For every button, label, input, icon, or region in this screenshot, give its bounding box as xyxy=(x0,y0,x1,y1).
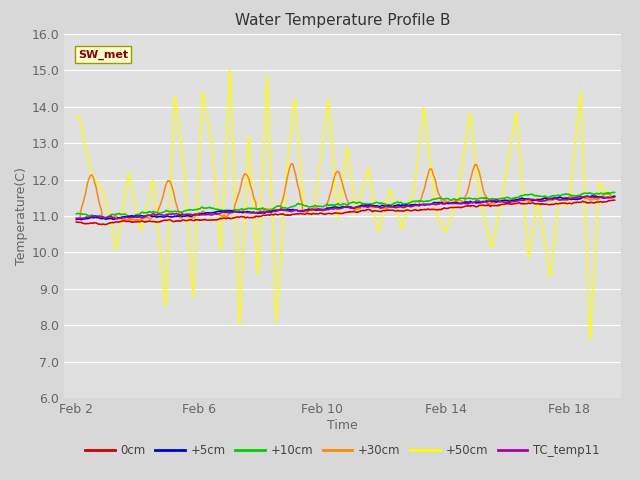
X-axis label: Time: Time xyxy=(327,419,358,432)
Y-axis label: Temperature(C): Temperature(C) xyxy=(15,167,29,265)
Title: Water Temperature Profile B: Water Temperature Profile B xyxy=(235,13,450,28)
Legend: 0cm, +5cm, +10cm, +30cm, +50cm, TC_temp11: 0cm, +5cm, +10cm, +30cm, +50cm, TC_temp1… xyxy=(81,439,604,462)
Text: SW_met: SW_met xyxy=(78,49,128,60)
